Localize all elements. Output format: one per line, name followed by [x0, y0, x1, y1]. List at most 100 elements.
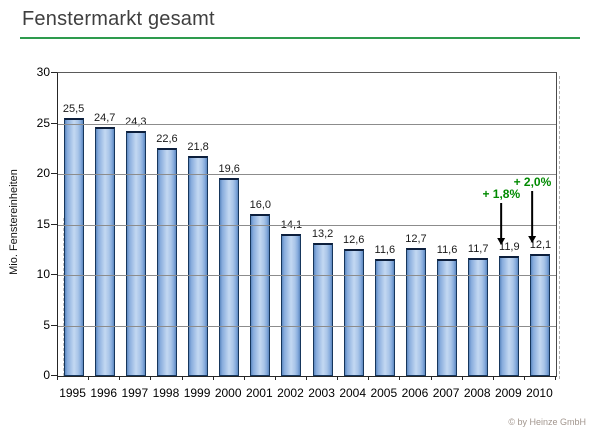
- page-title: Fenstermarkt gesamt: [22, 8, 215, 30]
- bar-slot-2004: 12,6: [338, 73, 369, 376]
- plot-inner-dash-line: [63, 218, 64, 376]
- bar-2006: [405, 247, 426, 376]
- gridline-20: [58, 174, 556, 175]
- gridline-5: [58, 325, 556, 327]
- y-tick-mark-25: [51, 122, 57, 124]
- title-rule: [20, 37, 580, 39]
- y-tick-label-5: 5: [43, 317, 50, 332]
- y-tick-label-20: 20: [36, 166, 50, 180]
- x-label-1995: 1995: [59, 386, 86, 400]
- x-label-1999: 1999: [183, 386, 211, 400]
- bar-2001: [250, 214, 271, 376]
- bars-row: 25,5 24,7 24,3 22,6 21,8 19,6 16,0 14,1 13,2 12,6…: [58, 73, 556, 376]
- annotation-label-2009: + 1,8%: [482, 186, 521, 201]
- x-tick-mark-11: [399, 376, 401, 380]
- y-tick-label-10: 10: [36, 267, 50, 281]
- x-label-2003: 2003: [308, 386, 335, 400]
- bar-slot-2010: 12,1: [525, 73, 556, 376]
- bar-2000: [219, 178, 240, 376]
- x-tick-mark-6: [243, 376, 245, 380]
- x-tick-mark-8: [306, 376, 307, 380]
- bar-2007: [437, 258, 458, 376]
- y-tick-mark-0: [51, 375, 57, 376]
- gridline-15: [58, 224, 556, 226]
- x-label-2004: 2004: [339, 386, 367, 400]
- value-label-1999: 21,8: [187, 140, 209, 153]
- value-label-2003: 13,2: [311, 227, 334, 240]
- value-label-2007: 11,6: [436, 243, 458, 256]
- x-label-2008: 2008: [463, 386, 491, 400]
- x-label-2009: 2009: [494, 386, 522, 400]
- value-label-2006: 12,7: [405, 232, 427, 245]
- x-tick-mark-12: [430, 376, 432, 380]
- y-tick-label-25: 25: [36, 115, 50, 130]
- x-tick-mark-3: [150, 376, 152, 380]
- bar-1996: [94, 126, 115, 376]
- x-axis-labels: 1995 1996 1997 1998 1999 2000 2001 2002 2003 2004…: [57, 386, 555, 400]
- value-label-2001: 16,0: [249, 199, 272, 212]
- y-tick-mark-10: [51, 274, 57, 275]
- x-label-1997: 1997: [121, 386, 149, 400]
- value-label-1997: 24,3: [125, 115, 147, 128]
- x-tick-mark-1: [88, 376, 90, 380]
- y-tick-label-0: 0: [43, 368, 50, 382]
- plot-area: 25,5 24,7 24,3 22,6 21,8 19,6 16,0 14,1 13,2 12,6…: [57, 72, 560, 379]
- y-tick-label-30: 30: [36, 65, 50, 79]
- bar-slot-2006: 12,7: [400, 73, 431, 376]
- x-tick-mark-14: [492, 376, 494, 380]
- bar-slot-2007: 11,6: [432, 73, 463, 376]
- bar-2003: [312, 242, 333, 376]
- copyright-note: © by Heinze GmbH: [508, 417, 586, 427]
- value-label-1996: 24,7: [93, 111, 116, 124]
- y-tick-label-15: 15: [36, 216, 50, 231]
- x-label-2005: 2005: [370, 386, 398, 400]
- x-tick-mark-7: [274, 376, 276, 380]
- value-label-2008: 11,7: [467, 242, 489, 255]
- value-label-1995: 25,5: [62, 103, 85, 116]
- value-label-1998: 22,6: [156, 132, 178, 145]
- bar-slot-1999: 21,8: [183, 73, 214, 376]
- bar-2005: [374, 258, 395, 376]
- x-tick-mark-2: [119, 376, 121, 380]
- bar-2010: [530, 253, 551, 376]
- bar-slot-2008: 11,7: [463, 73, 494, 376]
- x-label-2007: 2007: [432, 386, 460, 400]
- x-tick-mark-16: [555, 376, 556, 380]
- bar-1995: [63, 118, 84, 376]
- bar-2002: [281, 233, 302, 376]
- bar-slot-2003: 13,2: [307, 73, 338, 376]
- bar-1999: [188, 155, 209, 376]
- annotation-arrowhead-icon: [497, 237, 506, 245]
- bar-slot-2002: 14,1: [276, 73, 307, 376]
- gridline-10: [58, 275, 556, 276]
- bar-slot-2001: 16,0: [245, 73, 276, 376]
- x-tick-mark-9: [337, 376, 339, 380]
- bar-2009: [499, 255, 520, 376]
- annotation-arrow-line: [531, 190, 534, 237]
- annotation-2009: + 1,8%: [482, 187, 520, 245]
- bar-slot-1998: 22,6: [151, 73, 182, 376]
- annotation-label-2010: + 2,0%: [513, 174, 552, 189]
- plot-shadow-line: [559, 76, 560, 379]
- x-tick-mark-15: [523, 376, 525, 380]
- bar-slot-1996: 24,7: [89, 73, 120, 376]
- x-tick-mark-0: [57, 376, 58, 380]
- y-tick-mark-20: [51, 173, 57, 174]
- y-tick-mark-5: [51, 324, 57, 326]
- bar-1997: [125, 130, 146, 376]
- x-label-2000: 2000: [214, 386, 242, 400]
- x-label-2010: 2010: [526, 386, 553, 400]
- gridline-25: [58, 123, 556, 125]
- x-label-2001: 2001: [245, 386, 273, 400]
- x-label-1998: 1998: [152, 386, 180, 400]
- bar-slot-1997: 24,3: [120, 73, 151, 376]
- bar-slot-1995: 25,5: [58, 73, 89, 376]
- value-label-2005: 11,6: [374, 243, 396, 256]
- y-tick-mark-15: [51, 223, 57, 225]
- x-label-2006: 2006: [401, 386, 429, 400]
- x-label-1996: 1996: [90, 386, 118, 400]
- x-tick-mark-5: [212, 376, 214, 380]
- x-tick-mark-13: [461, 376, 463, 380]
- bar-2004: [343, 248, 364, 376]
